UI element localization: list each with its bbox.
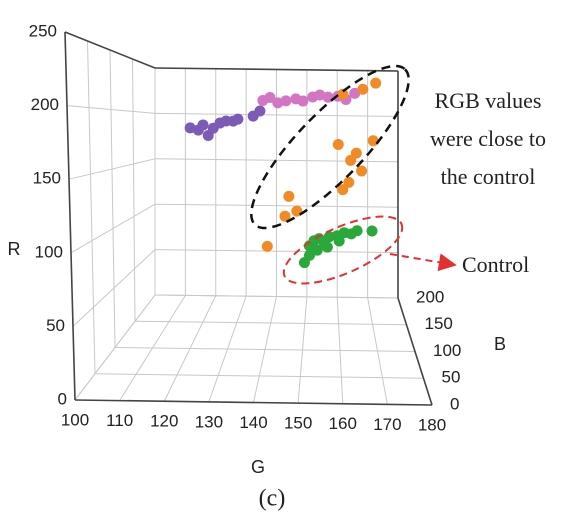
point [333,235,345,247]
grid-line [94,373,424,379]
point [232,113,244,125]
point [279,210,291,222]
point [311,244,323,256]
point [280,95,292,107]
annotation-line: Control [462,252,529,277]
grid-line [154,112,399,117]
annotation-line: RGB values [435,88,542,113]
point [343,176,355,188]
grid-line [134,320,407,326]
y-tick-label: 50 [46,316,65,335]
grid-line [132,58,136,322]
grid-line [74,294,156,401]
y-tick-label: 250 [29,21,57,40]
x-tick-label: 110 [106,411,133,430]
point [349,87,361,99]
grid-line [154,294,399,299]
axis-line [397,297,433,406]
axis-line [74,399,433,406]
y-axis-label: R [8,239,21,259]
x-tick-label: 100 [61,410,89,429]
point [303,249,315,261]
x-tick-label: 120 [150,412,178,431]
point [264,91,276,103]
grid-line [154,203,399,208]
point [351,225,363,237]
point [332,139,344,151]
point [366,225,378,237]
grid-line [154,249,399,254]
grid-line [114,347,416,352]
z-tick-label: 50 [442,368,461,387]
x-tick-label: 130 [195,412,223,431]
point [337,88,349,100]
axes-box [64,31,433,406]
x-tick-label: 150 [284,414,312,433]
x-tick-label: 160 [329,414,357,433]
z-tick-label: 200 [416,287,444,306]
control-arrow [389,253,457,272]
point [337,184,349,196]
point [350,147,362,159]
grid-line [70,203,156,254]
annotation-line: the control [441,164,536,189]
axis-line [154,67,399,72]
x-tick-label: 140 [239,413,267,432]
point [321,241,333,253]
grid-line [68,158,156,180]
grid-line [66,105,156,114]
z-tick-label: 0 [450,394,459,413]
points [184,77,382,269]
point [357,83,369,95]
x-tick-label: 180 [418,415,446,434]
z-axis-label: B [494,334,506,354]
caption: (c) [259,486,286,512]
control-ellipse [282,215,404,285]
point [297,95,309,107]
y-tick-label: 150 [33,169,61,188]
grid-line [109,49,116,348]
y-tick-label: 0 [58,389,67,408]
axis-line [64,31,156,69]
point [356,165,368,177]
highlight-ellipse [250,64,410,230]
point [197,119,209,131]
grid-line [72,249,156,327]
z-tick-label: 150 [425,314,453,333]
y-tick-label: 200 [31,95,59,114]
y-tick-label: 100 [35,242,63,261]
x-axis-label: G [251,457,265,477]
x-tick-label: 170 [373,415,401,434]
point [254,105,266,117]
point [370,77,382,89]
z-tick-label: 100 [433,341,461,360]
point [261,240,273,252]
point [367,135,379,147]
point [283,190,295,202]
axis-line [64,31,76,401]
annotation-line: were close to [430,126,546,151]
grid-line [87,40,96,374]
